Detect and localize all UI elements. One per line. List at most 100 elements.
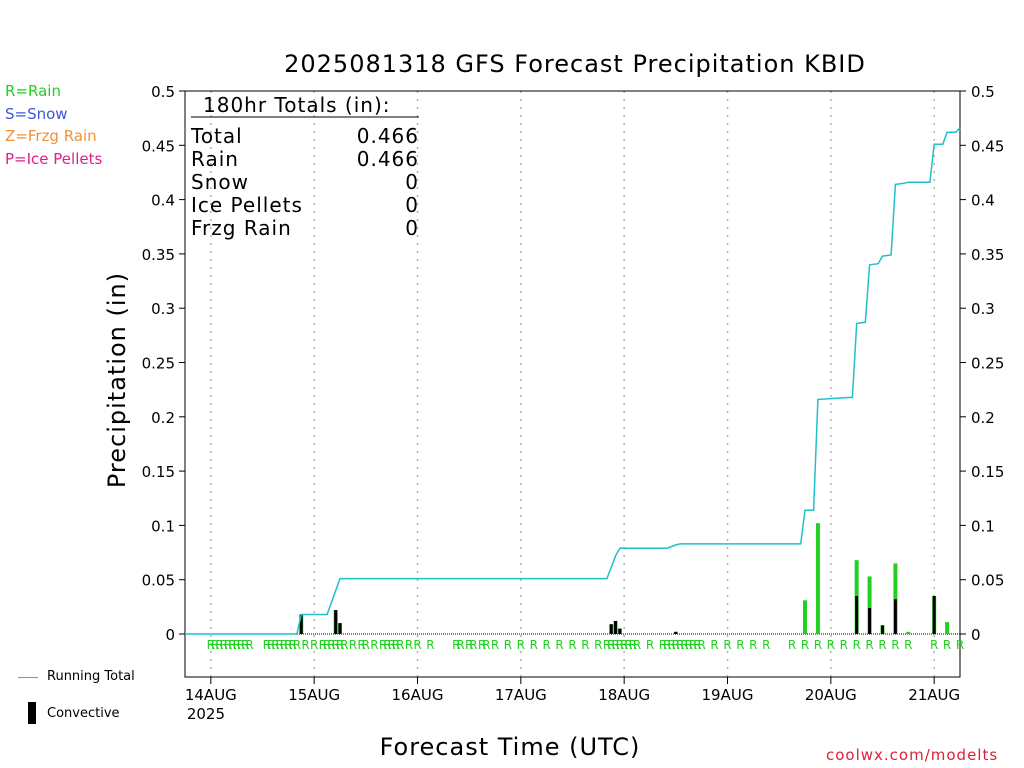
precip-type-mark: R xyxy=(865,638,873,652)
x-tick-label: 20AUG xyxy=(805,686,857,704)
totals-row-label: Ice Pellets xyxy=(191,193,303,217)
precip-type-mark: R xyxy=(340,638,348,652)
x-tick-label: 15AUG xyxy=(288,686,340,704)
precip-type-mark: R xyxy=(904,638,912,652)
totals-row-label: Snow xyxy=(191,170,249,194)
convective-bar xyxy=(299,614,303,634)
convective-legend-label: Convective xyxy=(47,706,120,721)
precip-type-mark: R xyxy=(245,638,253,652)
y-tick-label-right: 0.3 xyxy=(971,300,995,318)
precip-type-mark: R xyxy=(336,638,344,652)
totals-row-value: 0 xyxy=(405,170,419,194)
y-tick-label-left: 0.35 xyxy=(142,246,175,264)
y-tick-label-left: 0.15 xyxy=(142,463,175,481)
precip-type-mark: R xyxy=(362,638,370,652)
precip-type-mark: R xyxy=(594,638,602,652)
precip-type-mark: R xyxy=(603,638,611,652)
y-tick-label-left: 0.45 xyxy=(142,137,175,155)
precip-type-mark: R xyxy=(323,638,331,652)
precip-type-mark: R xyxy=(224,638,232,652)
precip-type-mark: R xyxy=(878,638,886,652)
y-tick-label-right: 0.5 xyxy=(971,83,995,101)
y-tick-label-left: 0 xyxy=(165,626,175,644)
y-tick-label-left: 0.4 xyxy=(151,192,175,210)
credit-link[interactable]: coolwx.com/modelts xyxy=(826,746,999,764)
y-tick-label-left: 0.2 xyxy=(151,409,175,427)
y-tick-label-left: 0.5 xyxy=(151,83,175,101)
precip-type-mark: R xyxy=(943,638,951,652)
convective-bar xyxy=(881,625,884,634)
precip-type-mark: R xyxy=(629,638,637,652)
precip-type-mark: R xyxy=(611,638,619,652)
precip-type-mark: R xyxy=(689,638,697,652)
precip-type-mark: R xyxy=(801,638,809,652)
x-tick-label: 14AUG xyxy=(185,686,237,704)
convective-bar xyxy=(855,595,859,634)
precip-key-item: P=Ice Pellets xyxy=(5,149,103,168)
precip-type-mark: R xyxy=(616,638,624,652)
precip-type-mark: R xyxy=(568,638,576,652)
precip-key-item: R=Rain xyxy=(5,82,61,100)
precip-type-mark: R xyxy=(723,638,731,652)
x-tick-label: 17AUG xyxy=(495,686,547,704)
y-tick-label-right: 0.45 xyxy=(971,137,1004,155)
precip-type-mark: R xyxy=(930,638,938,652)
precip-type-mark: R xyxy=(891,638,899,652)
precip-type-mark: R xyxy=(676,638,684,652)
precip-type-mark: R xyxy=(607,638,615,652)
y-tick-label-right: 0.4 xyxy=(971,192,995,210)
precip-type-mark: R xyxy=(762,638,770,652)
precip-type-mark: R xyxy=(241,638,249,652)
precip-type-mark: R xyxy=(659,638,667,652)
precip-type-mark: R xyxy=(426,638,434,652)
precip-type-mark: R xyxy=(310,638,318,652)
precip-type-mark: R xyxy=(517,638,525,652)
precip-type-mark: R xyxy=(456,638,464,652)
precip-type-mark: R xyxy=(633,638,641,652)
precip-type-mark: R xyxy=(383,638,391,652)
totals-header: 180hr Totals (in): xyxy=(203,93,391,117)
precip-type-mark: R xyxy=(504,638,512,652)
precip-type-mark: R xyxy=(370,638,378,652)
y-tick-label-right: 0.05 xyxy=(971,572,1004,590)
precip-bar xyxy=(867,576,872,634)
precip-type-mark: R xyxy=(207,638,215,652)
precip-type-mark: R xyxy=(271,638,279,652)
precip-type-mark: R xyxy=(319,638,327,652)
precip-type-mark: R xyxy=(697,638,705,652)
precip-type-mark: R xyxy=(663,638,671,652)
precip-type-mark: R xyxy=(211,638,219,652)
precip-type-mark: R xyxy=(685,638,693,652)
precip-type-mark: R xyxy=(228,638,236,652)
precip-type-mark: R xyxy=(667,638,675,652)
x-tick-sublabel: 2025 xyxy=(187,705,225,723)
precip-type-mark: R xyxy=(736,638,744,652)
precip-type-mark: R xyxy=(288,638,296,652)
precip-type-mark: R xyxy=(379,638,387,652)
precip-type-mark: R xyxy=(392,638,400,652)
running-total-legend-line xyxy=(18,677,38,678)
precip-key-item: S=Snow xyxy=(5,104,68,123)
precip-type-mark: R xyxy=(452,638,460,652)
totals-row-label: Frzg Rain xyxy=(191,216,292,240)
x-tick-label: 16AUG xyxy=(392,686,444,704)
convective-legend-swatch xyxy=(28,702,36,724)
precip-bar xyxy=(803,600,807,634)
running-total-line xyxy=(185,127,961,635)
totals-row-label: Total xyxy=(190,124,243,148)
y-tick-label-left: 0.05 xyxy=(142,572,175,590)
precip-type-mark: R xyxy=(332,638,340,652)
y-tick-label-left: 0.25 xyxy=(142,355,175,373)
precip-type-mark: R xyxy=(624,638,632,652)
convective-bar xyxy=(334,610,338,634)
totals-row-value: 0 xyxy=(405,193,419,217)
precip-type-mark: R xyxy=(267,638,275,652)
y-tick-label-right: 0.2 xyxy=(971,409,995,427)
precip-bar xyxy=(893,563,898,634)
precip-type-mark: R xyxy=(349,638,357,652)
chart-title: 2025081318 GFS Forecast Precipitation KB… xyxy=(284,50,866,78)
precip-bar xyxy=(815,523,820,634)
x-axis-label: Forecast Time (UTC) xyxy=(379,733,641,761)
precip-type-mark: R xyxy=(293,638,301,652)
y-tick-label-right: 0 xyxy=(971,626,981,644)
